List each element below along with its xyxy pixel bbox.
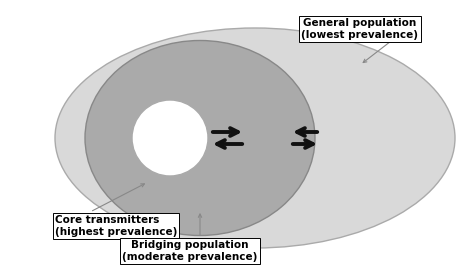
- Text: Core transmitters
(highest prevalence): Core transmitters (highest prevalence): [55, 215, 177, 237]
- Circle shape: [132, 100, 208, 176]
- Text: General population
(lowest prevalence): General population (lowest prevalence): [301, 18, 419, 40]
- Ellipse shape: [55, 28, 455, 248]
- Text: Bridging population
(moderate prevalence): Bridging population (moderate prevalence…: [122, 240, 258, 261]
- Ellipse shape: [85, 40, 315, 235]
